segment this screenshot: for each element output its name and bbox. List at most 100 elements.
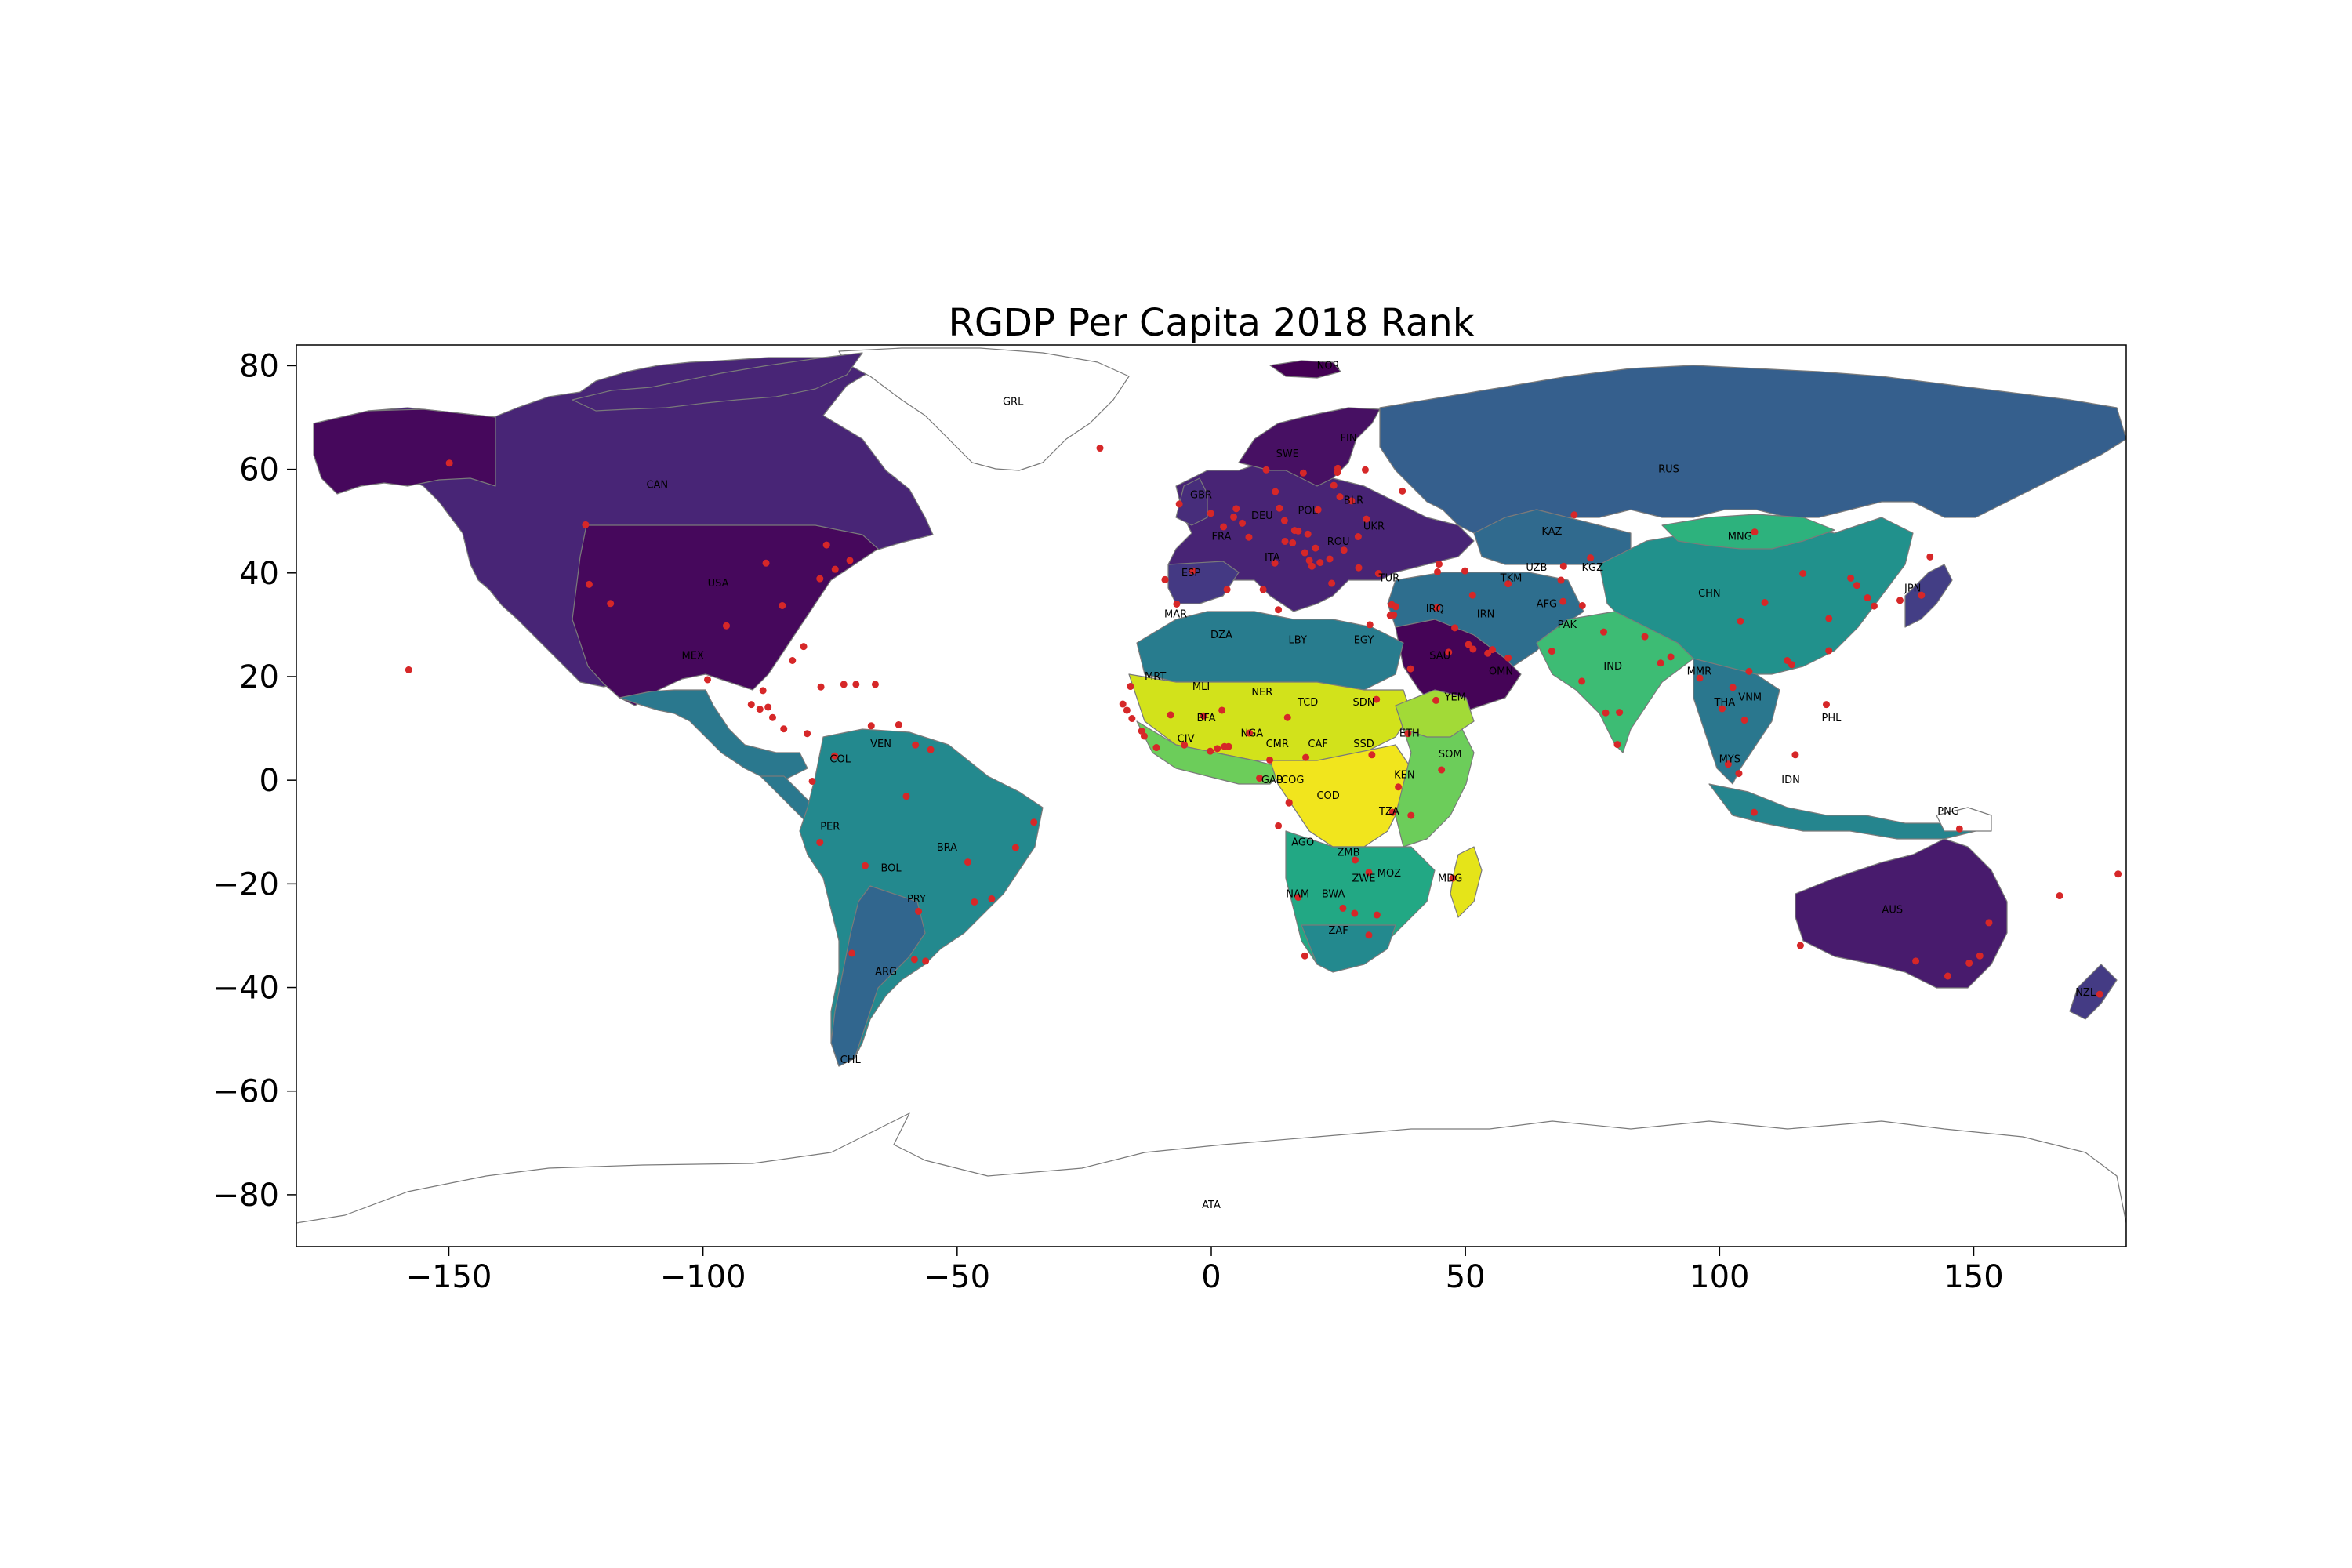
capital-marker xyxy=(1445,648,1453,656)
y-tick-label: −20 xyxy=(213,866,279,902)
capital-marker xyxy=(867,722,875,730)
capital-marker xyxy=(2096,990,2103,998)
capital-marker xyxy=(1189,567,1196,575)
x-tick-label: −150 xyxy=(406,1259,492,1295)
country-label-caf: CAF xyxy=(1308,739,1327,750)
capital-marker xyxy=(1667,653,1675,661)
capital-marker xyxy=(1548,648,1555,655)
capital-marker xyxy=(1944,972,1951,980)
capitals-layer xyxy=(405,445,2122,998)
capital-marker xyxy=(780,725,788,733)
capital-marker xyxy=(1348,497,1356,505)
capital-marker xyxy=(1406,665,1414,673)
capital-marker xyxy=(1334,464,1341,472)
y-tick-label: 20 xyxy=(239,659,279,695)
landmass-alaska xyxy=(313,408,496,495)
capital-marker xyxy=(1232,505,1240,513)
country-label-pry: PRY xyxy=(907,894,926,906)
capital-marker xyxy=(722,622,730,630)
capital-marker xyxy=(1314,506,1322,514)
capital-marker xyxy=(1740,717,1748,724)
capital-marker xyxy=(1276,504,1283,512)
landmass-svalbard xyxy=(1269,360,1341,379)
landmass-australia xyxy=(1795,838,2008,989)
country-label-ner: NER xyxy=(1251,687,1272,699)
capital-marker xyxy=(1214,745,1221,753)
country-label-afg: AFG xyxy=(1537,598,1557,610)
capital-marker xyxy=(1559,597,1567,605)
capital-marker xyxy=(1294,894,1302,902)
capital-marker xyxy=(1366,621,1374,629)
capital-marker xyxy=(831,565,839,573)
capital-marker xyxy=(1853,582,1860,590)
capital-marker xyxy=(1330,481,1338,489)
country-label-cmr: CMR xyxy=(1266,739,1289,750)
capital-marker xyxy=(1207,747,1214,755)
country-label-bfa: BFA xyxy=(1196,713,1215,724)
capital-marker xyxy=(1870,602,1878,610)
capital-marker xyxy=(1354,533,1362,541)
capital-marker xyxy=(1451,624,1459,632)
capital-marker xyxy=(1128,715,1136,723)
capital-marker xyxy=(1316,559,1324,567)
capital-marker xyxy=(1388,808,1396,816)
capital-marker xyxy=(1281,537,1289,545)
landmass-south-africa xyxy=(1301,924,1396,973)
capital-marker xyxy=(1312,544,1319,552)
landmass-mongolia xyxy=(1661,514,1835,550)
country-label-eth: ETH xyxy=(1399,728,1420,740)
capital-marker xyxy=(1339,904,1347,912)
country-label-deu: DEU xyxy=(1251,510,1273,522)
capital-marker xyxy=(1256,775,1264,782)
country-label-lby: LBY xyxy=(1289,635,1307,647)
country-label-omn: OMN xyxy=(1489,666,1513,677)
capital-marker xyxy=(1220,523,1228,531)
country-label-can: CAN xyxy=(646,479,668,491)
country-label-dza: DZA xyxy=(1210,630,1232,641)
capital-marker xyxy=(902,793,910,800)
x-tick-label: −50 xyxy=(924,1259,990,1295)
capital-marker xyxy=(922,957,930,965)
capital-marker xyxy=(1504,654,1512,662)
country-label-blr: BLR xyxy=(1344,495,1363,506)
country-label-uzb: UZB xyxy=(1526,562,1547,574)
capital-marker xyxy=(1259,586,1267,593)
capital-marker xyxy=(1602,709,1610,717)
capital-marker xyxy=(1336,493,1344,501)
landmass-uk xyxy=(1175,477,1208,526)
country-label-ken: KEN xyxy=(1394,770,1414,782)
capital-marker xyxy=(1275,822,1283,829)
capital-marker xyxy=(910,956,918,964)
capital-marker xyxy=(1578,677,1586,685)
capital-marker xyxy=(1587,554,1595,562)
capital-marker xyxy=(1272,488,1279,495)
capital-marker xyxy=(768,713,776,721)
capital-marker xyxy=(1392,603,1399,611)
capital-marker xyxy=(1127,683,1134,691)
capital-marker xyxy=(1965,959,1973,967)
capital-marker xyxy=(1301,549,1308,557)
capital-marker xyxy=(1266,756,1274,764)
country-label-bol: BOL xyxy=(880,863,902,875)
capital-marker xyxy=(1299,469,1307,477)
capital-marker xyxy=(1449,874,1457,882)
country-label-zmb: ZMB xyxy=(1338,848,1360,859)
country-label-esp: ESP xyxy=(1181,568,1200,579)
capital-marker xyxy=(1340,546,1348,554)
x-tick-label: −100 xyxy=(660,1259,746,1295)
capital-marker xyxy=(1407,811,1415,819)
country-label-jpn: JPN xyxy=(1904,583,1921,595)
y-tick-label: −40 xyxy=(213,971,279,1007)
capital-marker xyxy=(1363,515,1370,523)
country-label-nga: NGA xyxy=(1241,728,1264,740)
capital-marker xyxy=(1096,445,1104,452)
capital-marker xyxy=(1751,528,1759,536)
capital-marker xyxy=(1374,569,1382,577)
country-label-civ: CIV xyxy=(1178,733,1195,745)
capital-marker xyxy=(1735,770,1743,778)
capital-marker xyxy=(1283,713,1291,721)
capital-marker xyxy=(816,838,824,846)
country-label-sau: SAU xyxy=(1429,651,1450,662)
capital-marker xyxy=(1119,700,1127,708)
